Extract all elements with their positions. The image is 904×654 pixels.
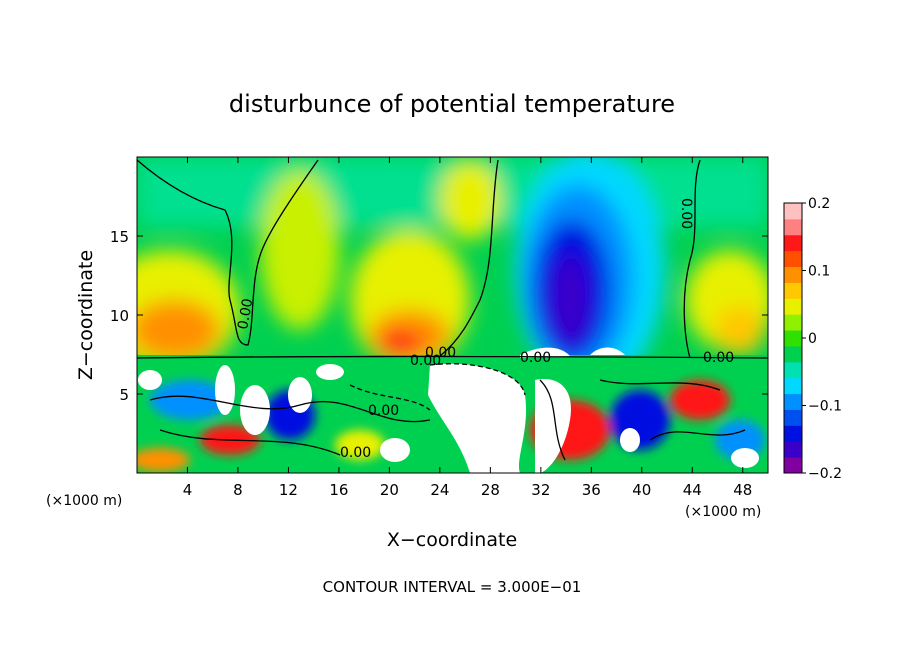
x-tick-label: 20	[380, 481, 399, 499]
contour-lines	[137, 159, 768, 461]
contour-label: 0.00	[520, 350, 551, 366]
colorbar-swatch	[784, 330, 802, 347]
colorbar-swatch	[784, 218, 802, 236]
y-axis-label: Z−coordinate	[75, 250, 97, 380]
colorbar-swatch	[784, 266, 802, 283]
y-tick-label: 15	[110, 228, 129, 246]
x-unit-label: (×1000 m)	[46, 493, 122, 509]
x-tick-label: 28	[481, 481, 500, 499]
x-tick-label: 44	[683, 481, 702, 499]
colorbar-swatch	[784, 203, 802, 220]
contour-label-group: 0.00 0.00 0.00 0.00 0.00 0.00 0.00 0.00	[235, 198, 734, 461]
colorbar-swatch	[784, 441, 802, 458]
colorbar-tick-label: −0.1	[808, 399, 842, 415]
y-tick-label: 5	[119, 386, 129, 404]
chart-title: disturbunce of potential temperature	[229, 90, 675, 118]
colorbar-swatch	[784, 282, 802, 299]
x-tick-label: 40	[632, 481, 651, 499]
colorbar-swatch	[784, 377, 802, 395]
colorbar-swatch	[784, 314, 802, 331]
x-tick-label: 24	[430, 481, 449, 499]
x-tick-label: 16	[329, 481, 348, 499]
colorbar-swatch	[784, 298, 802, 315]
colorbar-tick-label: 0.2	[808, 196, 830, 212]
colorbar-tick-label: −0.2	[808, 466, 842, 482]
plot-area: 0.00 0.00 0.00 0.00 0.00 0.00 0.00 0.00	[137, 157, 768, 473]
colorbar-tick-label: 0.1	[808, 264, 830, 280]
x-tick-label: 4	[183, 481, 193, 499]
colorbar-tick-label: 0	[808, 331, 817, 347]
x-tick-label: 8	[233, 481, 243, 499]
contour-label: 0.00	[425, 345, 456, 361]
x-tick-label: 36	[582, 481, 601, 499]
y-tick-label: 10	[110, 307, 129, 325]
contour-label: 0.00	[703, 350, 734, 366]
contour-label: 0.00	[410, 353, 441, 369]
colorbar-swatch	[784, 345, 802, 363]
colorbar-swatch	[784, 457, 802, 474]
contour-label: 0.00	[678, 198, 694, 229]
contour-label: 0.00	[368, 403, 399, 419]
colorbar: 0.2 0.1 0 −0.1 −0.2	[783, 196, 842, 482]
x-tick-label: 32	[531, 481, 550, 499]
contour-label: 0.00	[235, 297, 256, 330]
colorbar-swatch	[784, 250, 802, 268]
upper-field	[137, 157, 768, 390]
colorbar-swatch	[784, 425, 802, 442]
contour-label: 0.00	[340, 445, 371, 461]
colorbar-swatch	[784, 409, 802, 426]
colorbar-swatch	[784, 234, 802, 252]
z-unit-label: (×1000 m)	[685, 504, 761, 520]
x-tick-label: 12	[279, 481, 298, 499]
colorbar-swatch	[784, 393, 802, 410]
colorbar-swatch	[784, 361, 802, 379]
x-tick-label: 48	[733, 481, 752, 499]
saturated-regions	[138, 347, 759, 473]
x-axis-label: X−coordinate	[387, 529, 517, 551]
contour-interval: CONTOUR INTERVAL = 3.000E−01	[323, 578, 582, 596]
